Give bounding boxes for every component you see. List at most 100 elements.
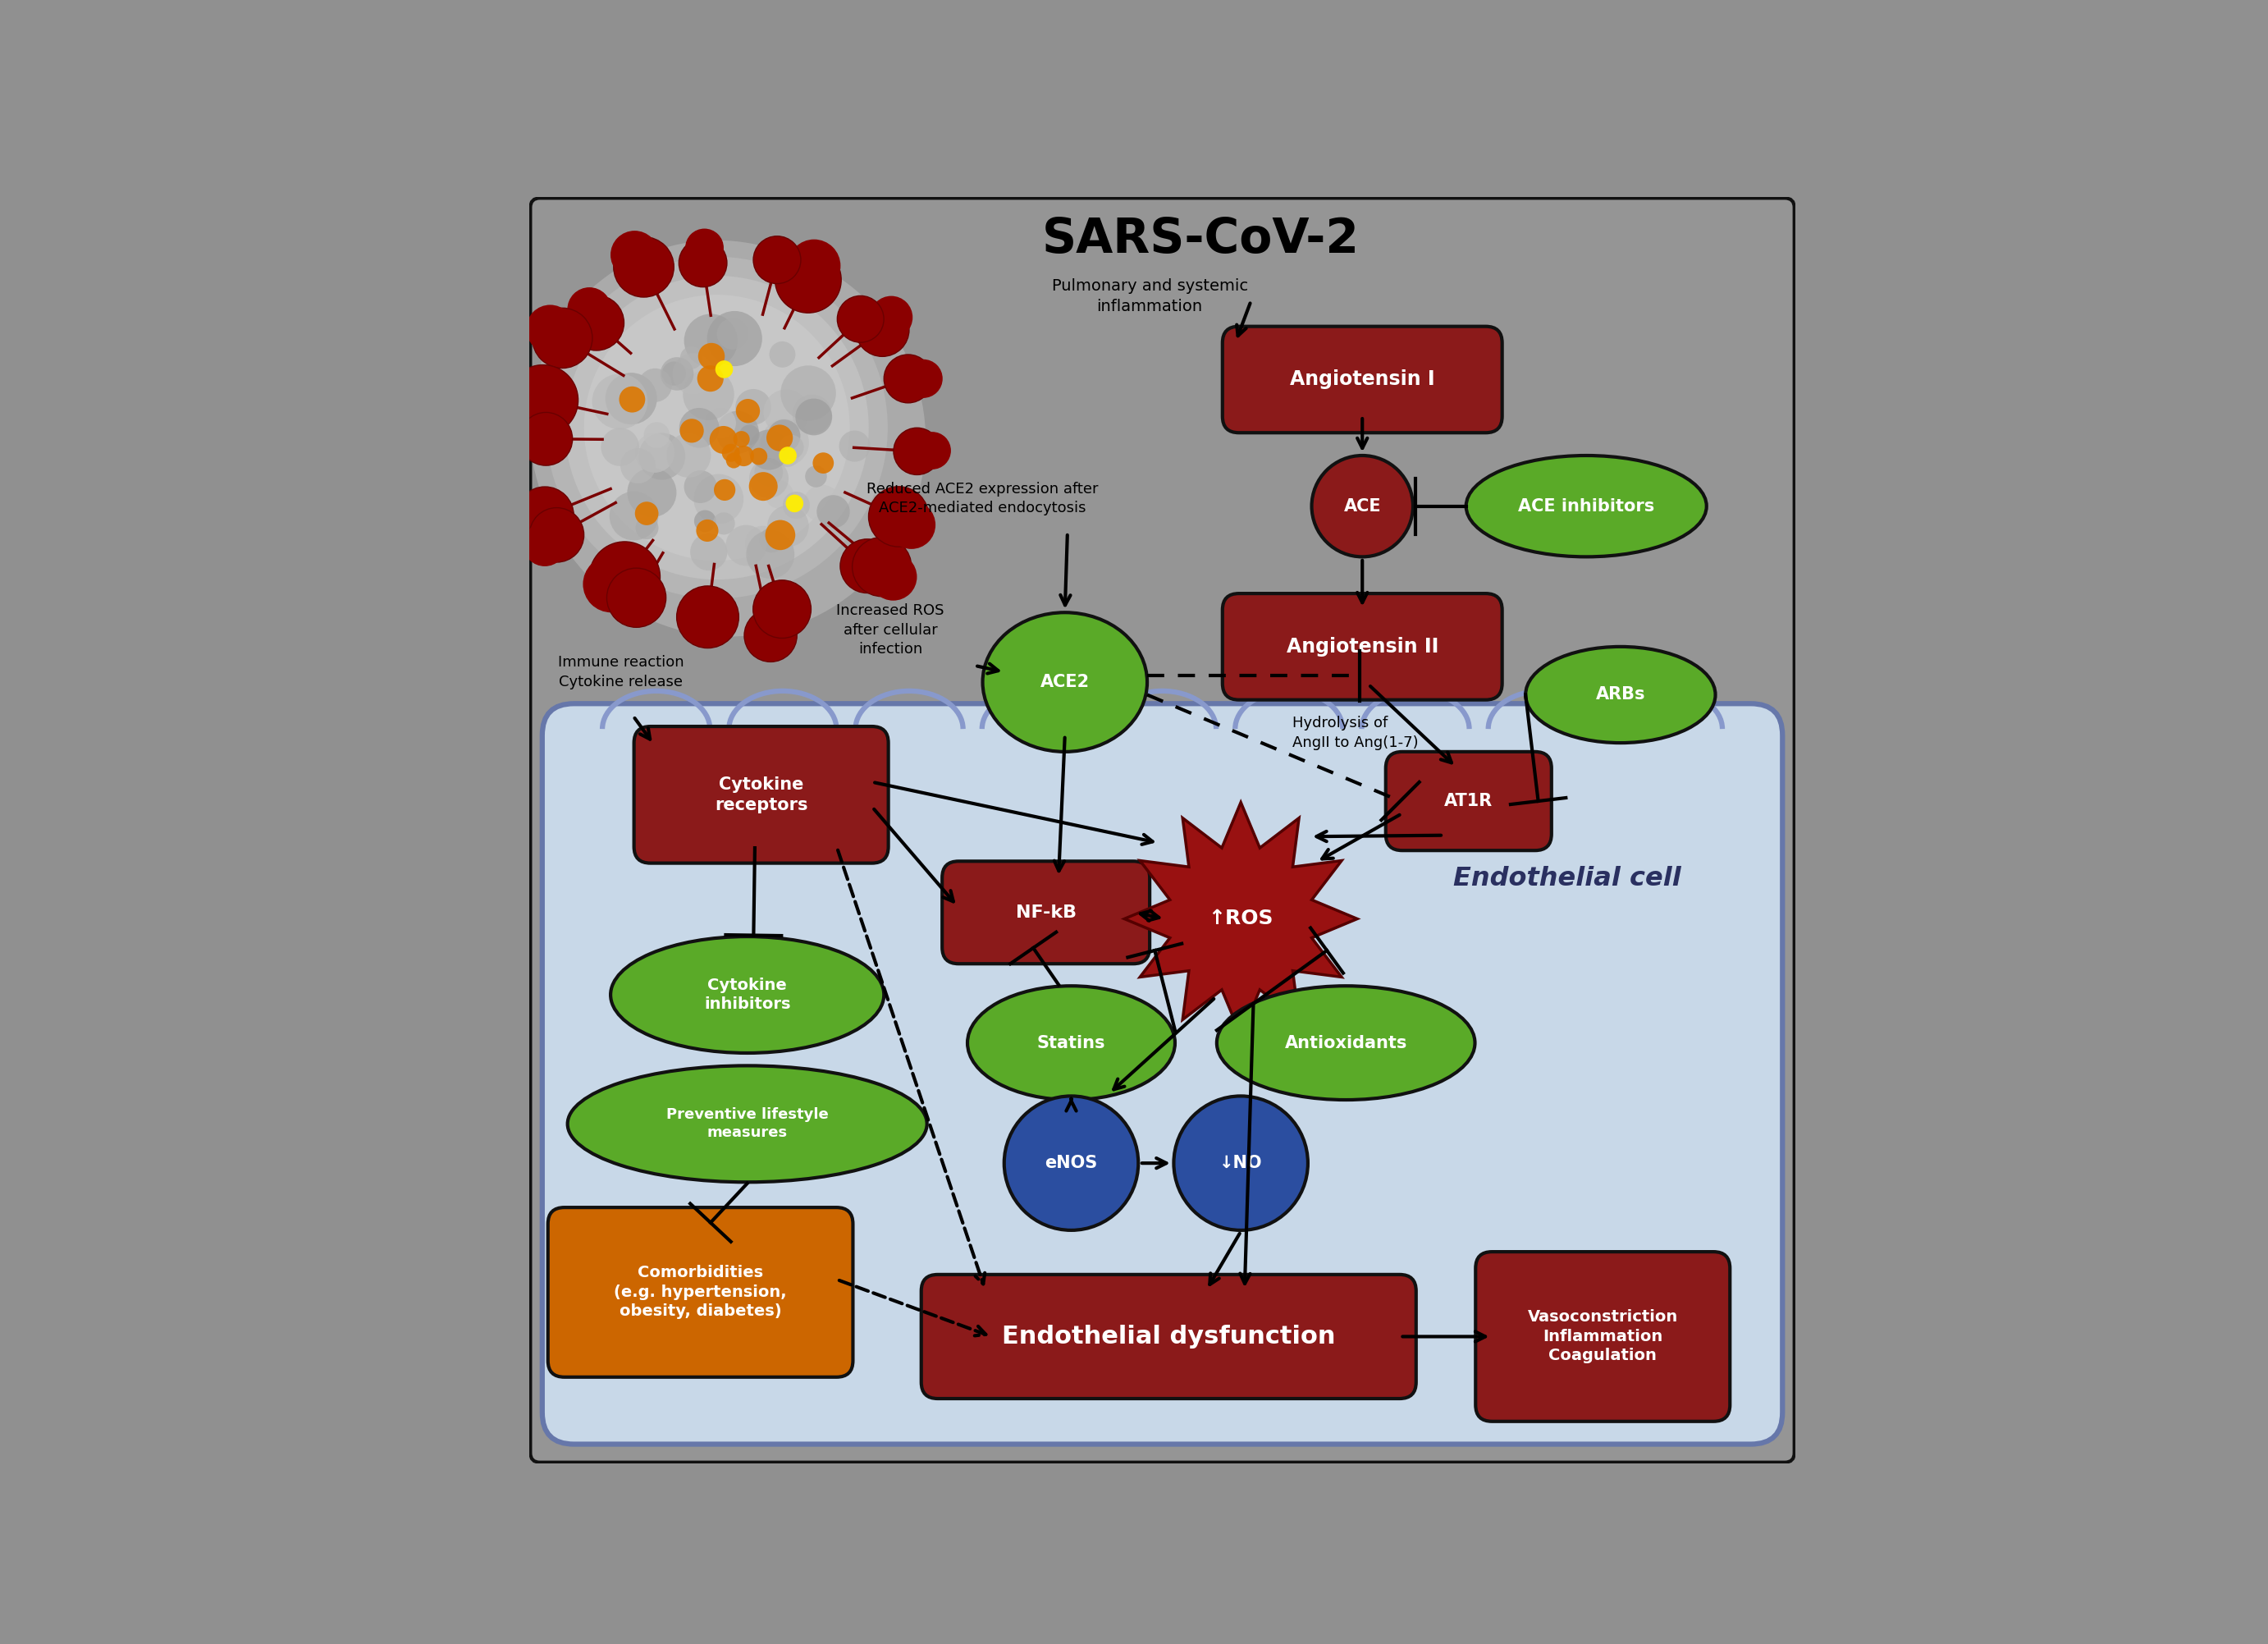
Circle shape bbox=[803, 485, 841, 523]
Circle shape bbox=[753, 580, 812, 638]
FancyBboxPatch shape bbox=[574, 827, 1751, 852]
Circle shape bbox=[1311, 455, 1413, 557]
Circle shape bbox=[680, 419, 703, 442]
Circle shape bbox=[610, 230, 658, 279]
Text: Hydrolysis of
AngII to Ang(1-7): Hydrolysis of AngII to Ang(1-7) bbox=[1293, 715, 1420, 750]
Circle shape bbox=[780, 436, 803, 459]
Circle shape bbox=[1175, 1097, 1309, 1230]
Ellipse shape bbox=[610, 937, 885, 1054]
FancyBboxPatch shape bbox=[574, 921, 1751, 945]
Circle shape bbox=[780, 365, 837, 421]
Text: Vasoconstriction
Inflammation
Coagulation: Vasoconstriction Inflammation Coagulatio… bbox=[1529, 1310, 1678, 1363]
Circle shape bbox=[685, 229, 723, 266]
Circle shape bbox=[764, 480, 794, 508]
Text: Endothelial cell: Endothelial cell bbox=[1454, 866, 1681, 891]
Text: Increased ROS
after cellular
infection: Increased ROS after cellular infection bbox=[837, 603, 943, 658]
FancyBboxPatch shape bbox=[574, 1037, 1751, 1062]
Circle shape bbox=[635, 516, 658, 539]
Circle shape bbox=[839, 431, 871, 462]
FancyBboxPatch shape bbox=[574, 1317, 1751, 1343]
Circle shape bbox=[751, 447, 767, 465]
Circle shape bbox=[764, 520, 796, 551]
Circle shape bbox=[606, 373, 658, 424]
FancyBboxPatch shape bbox=[574, 898, 1751, 922]
Circle shape bbox=[694, 473, 744, 524]
FancyBboxPatch shape bbox=[574, 944, 1751, 968]
Text: Preventive lifestyle
measures: Preventive lifestyle measures bbox=[667, 1108, 828, 1141]
Circle shape bbox=[744, 610, 796, 663]
Text: ↓NO: ↓NO bbox=[1220, 1156, 1263, 1172]
Circle shape bbox=[767, 419, 801, 452]
FancyBboxPatch shape bbox=[1386, 751, 1551, 850]
FancyBboxPatch shape bbox=[941, 861, 1150, 963]
Circle shape bbox=[762, 419, 810, 467]
Circle shape bbox=[547, 256, 887, 598]
Text: Cytokine
receptors: Cytokine receptors bbox=[714, 776, 807, 814]
Circle shape bbox=[717, 319, 748, 350]
FancyBboxPatch shape bbox=[549, 1207, 853, 1378]
Circle shape bbox=[710, 426, 737, 454]
Circle shape bbox=[782, 492, 810, 520]
Circle shape bbox=[615, 237, 674, 298]
FancyBboxPatch shape bbox=[574, 1342, 1751, 1366]
Circle shape bbox=[517, 487, 574, 544]
Circle shape bbox=[608, 569, 667, 628]
Circle shape bbox=[792, 395, 832, 434]
FancyBboxPatch shape bbox=[574, 1131, 1751, 1156]
Circle shape bbox=[785, 495, 803, 513]
FancyBboxPatch shape bbox=[574, 1106, 1751, 1133]
Circle shape bbox=[565, 276, 869, 580]
Circle shape bbox=[885, 355, 932, 403]
Ellipse shape bbox=[1526, 646, 1715, 743]
Circle shape bbox=[735, 390, 771, 424]
FancyBboxPatch shape bbox=[574, 1200, 1751, 1226]
FancyBboxPatch shape bbox=[574, 781, 1751, 806]
Circle shape bbox=[837, 296, 885, 342]
Circle shape bbox=[748, 459, 789, 498]
Circle shape bbox=[508, 365, 578, 436]
Circle shape bbox=[696, 365, 723, 391]
Circle shape bbox=[726, 524, 767, 566]
Circle shape bbox=[610, 492, 658, 541]
Text: AT1R: AT1R bbox=[1445, 792, 1492, 809]
Circle shape bbox=[776, 444, 798, 467]
Circle shape bbox=[590, 541, 660, 613]
Circle shape bbox=[796, 398, 832, 436]
Circle shape bbox=[776, 247, 841, 312]
Circle shape bbox=[744, 526, 780, 561]
Text: ACE inhibitors: ACE inhibitors bbox=[1517, 498, 1656, 515]
Text: Angiotensin I: Angiotensin I bbox=[1290, 370, 1436, 390]
FancyBboxPatch shape bbox=[574, 804, 1751, 829]
Circle shape bbox=[733, 446, 753, 467]
Text: ARBs: ARBs bbox=[1597, 687, 1644, 704]
Circle shape bbox=[635, 501, 658, 524]
FancyBboxPatch shape bbox=[574, 990, 1751, 1016]
Circle shape bbox=[816, 495, 850, 528]
Circle shape bbox=[767, 424, 794, 450]
Circle shape bbox=[524, 523, 567, 566]
Circle shape bbox=[717, 411, 760, 454]
Circle shape bbox=[671, 353, 714, 395]
Ellipse shape bbox=[567, 1065, 928, 1182]
Text: NF-kB: NF-kB bbox=[1016, 904, 1077, 921]
Circle shape bbox=[569, 296, 624, 350]
Circle shape bbox=[805, 465, 828, 487]
Circle shape bbox=[748, 472, 778, 501]
Circle shape bbox=[628, 469, 676, 518]
Text: Immune reaction
Cytokine release: Immune reaction Cytokine release bbox=[558, 654, 683, 689]
Text: Angiotensin II: Angiotensin II bbox=[1286, 636, 1438, 656]
FancyBboxPatch shape bbox=[574, 850, 1751, 875]
Text: ACE2: ACE2 bbox=[1041, 674, 1089, 690]
Circle shape bbox=[767, 505, 810, 547]
Circle shape bbox=[914, 432, 950, 470]
Circle shape bbox=[667, 432, 710, 478]
Circle shape bbox=[685, 314, 737, 368]
FancyBboxPatch shape bbox=[1476, 1251, 1730, 1422]
Text: Endothelial dysfunction: Endothelial dysfunction bbox=[1002, 1325, 1336, 1348]
Circle shape bbox=[678, 238, 728, 288]
Circle shape bbox=[894, 427, 941, 475]
Circle shape bbox=[753, 237, 801, 284]
Circle shape bbox=[869, 487, 930, 547]
FancyBboxPatch shape bbox=[574, 1177, 1751, 1202]
Circle shape bbox=[708, 311, 762, 367]
